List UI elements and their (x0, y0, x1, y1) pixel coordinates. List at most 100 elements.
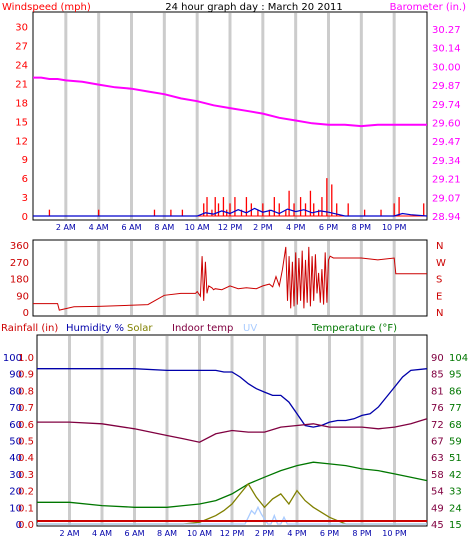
wind-tick-label: 24 (15, 61, 28, 72)
wind-barometer-panel: 0 3 6 9 12 15 18 21 24 27 30 28.94 29.07 29.21 29.34 29… (2, 2, 466, 232)
wind-tick-label: 0 (22, 212, 28, 223)
temperature-tick-label: 51 (449, 453, 462, 464)
rain-tick-label: 0.4 (18, 453, 34, 464)
indoor-temp-label: Indoor temp (172, 323, 233, 334)
x-tick-label: 4 PM (287, 529, 306, 538)
rain-tick-label: 1.0 (18, 353, 34, 364)
indoor-tick-label: 76 (431, 403, 444, 414)
indoor-tick-label: 63 (431, 453, 444, 464)
x-tick-label: 12 PM (220, 529, 245, 538)
panel3-marks (37, 368, 428, 525)
x-tick-label: 2 AM (59, 529, 79, 538)
direction-tick-label: 0 (23, 308, 29, 319)
avg-line (33, 207, 428, 217)
panel2-frame (32, 239, 428, 317)
humidity-tick-label: 80 (9, 386, 22, 397)
indoor-tick-label: 85 (431, 370, 444, 381)
baro-tick-label: 30.27 (432, 25, 461, 36)
rain-tick-label: 0.2 (18, 487, 34, 498)
temperature-tick-label: 24 (449, 503, 462, 514)
wind-direction-line (33, 246, 427, 311)
panel1-grid (64, 13, 396, 219)
indoor-tick-label: 67 (431, 437, 444, 448)
x-tick-label: 4 AM (92, 529, 112, 538)
chart-title: 24 hour graph day : March 20 2011 (165, 2, 343, 13)
temperature-label: Temperature (°F) (311, 323, 397, 334)
indoor-tick-label: 45 (431, 520, 444, 531)
temperature-tick-label: 15 (449, 520, 462, 531)
panel1-tick-labels: 0 3 6 9 12 15 18 21 24 27 30 28.94 29.07 29.21 29.34 29… (15, 23, 460, 232)
panel3-frame (36, 334, 428, 527)
humidity-tick-label: 0 (16, 520, 22, 531)
compass-tick-label: N (436, 241, 443, 252)
compass-tick-label: W (436, 258, 446, 269)
panel1-frame (32, 11, 428, 221)
rain-tick-label: 0.1 (18, 503, 34, 514)
rain-tick-label: 0.5 (18, 437, 34, 448)
wind-tick-label: 12 (15, 136, 28, 147)
x-tick-label: 12 PM (218, 223, 243, 232)
indoor-tick-label: 81 (431, 386, 444, 397)
humidity-tick-label: 10 (9, 503, 22, 514)
uv-line (37, 505, 427, 525)
solar-line (37, 482, 427, 525)
indoor-tick-label: 90 (431, 353, 444, 364)
humidity-label: Humidity % (66, 323, 124, 334)
temperature-tick-label: 104 (449, 353, 468, 364)
rain-tick-label: 0.6 (18, 420, 34, 431)
wind-tick-label: 27 (15, 42, 28, 53)
baro-tick-label: 29.34 (432, 156, 461, 167)
compass-tick-label: N (436, 308, 443, 319)
x-tick-label: 2 AM (56, 223, 76, 232)
x-tick-label: 10 PM (382, 529, 407, 538)
x-tick-label: 10 PM (382, 223, 407, 232)
humidity-tick-label: 50 (9, 437, 22, 448)
x-tick-label: 8 PM (352, 223, 371, 232)
temperature-tick-label: 77 (449, 403, 462, 414)
x-tick-label: 8 AM (157, 529, 177, 538)
rainfall-label: Rainfall (in) (1, 323, 58, 334)
rain-tick-label: 0.0 (18, 520, 34, 531)
panel3-tick-labels: 0 10 20 30 40 50 60 70 80 90 100 0.0 0.1 0.2 0.3 0.4 0.5… (3, 353, 468, 538)
compass-tick-label: E (436, 291, 442, 302)
baro-tick-label: 29.07 (432, 193, 461, 204)
x-tick-label: 2 PM (253, 223, 272, 232)
x-tick-label: 6 AM (124, 529, 144, 538)
humidity-tick-label: 20 (9, 487, 22, 498)
windspeed-label: Windspeed (mph) (2, 2, 91, 13)
x-tick-label: 8 PM (352, 529, 371, 538)
humidity-tick-label: 30 (9, 470, 22, 481)
temp-line (37, 461, 428, 508)
temperature-tick-label: 33 (449, 487, 462, 498)
baro-tick-label: 30.00 (432, 62, 461, 73)
humidity-tick-label: 60 (9, 420, 22, 431)
indoor-tick-label: 58 (431, 470, 444, 481)
humidity-tick-label: 90 (9, 370, 22, 381)
humidity-tick-label: 40 (9, 453, 22, 464)
temperature-tick-label: 68 (449, 420, 462, 431)
indoor-tick-label: 54 (431, 487, 444, 498)
humidity-tick-label: 70 (9, 403, 22, 414)
wind-tick-label: 3 (22, 193, 28, 204)
rain-tick-label: 0.8 (18, 386, 34, 397)
x-tick-label: 8 AM (154, 223, 174, 232)
temperature-tick-label: 86 (449, 386, 462, 397)
wind-tick-label: 30 (15, 23, 28, 34)
rain-tick-label: 0.7 (18, 403, 34, 414)
panel3-grid (68, 336, 396, 525)
x-tick-label: 10 AM (187, 529, 212, 538)
panel2-grid (64, 241, 396, 315)
baro-tick-label: 29.21 (432, 175, 461, 186)
direction-tick-label: 360 (10, 241, 29, 252)
barometer-label: Barometer (in.) (390, 2, 466, 13)
temperature-tick-label: 59 (449, 437, 462, 448)
rain-tick-label: 0.9 (18, 370, 34, 381)
wind-tick-label: 6 (22, 174, 28, 185)
x-tick-label: 2 PM (255, 529, 274, 538)
solar-label: Solar (127, 323, 153, 334)
rain-tick-label: 0.3 (18, 470, 34, 481)
baro-tick-label: 30.14 (432, 44, 461, 55)
panel1-marks (33, 76, 428, 217)
baro-line (33, 76, 427, 128)
